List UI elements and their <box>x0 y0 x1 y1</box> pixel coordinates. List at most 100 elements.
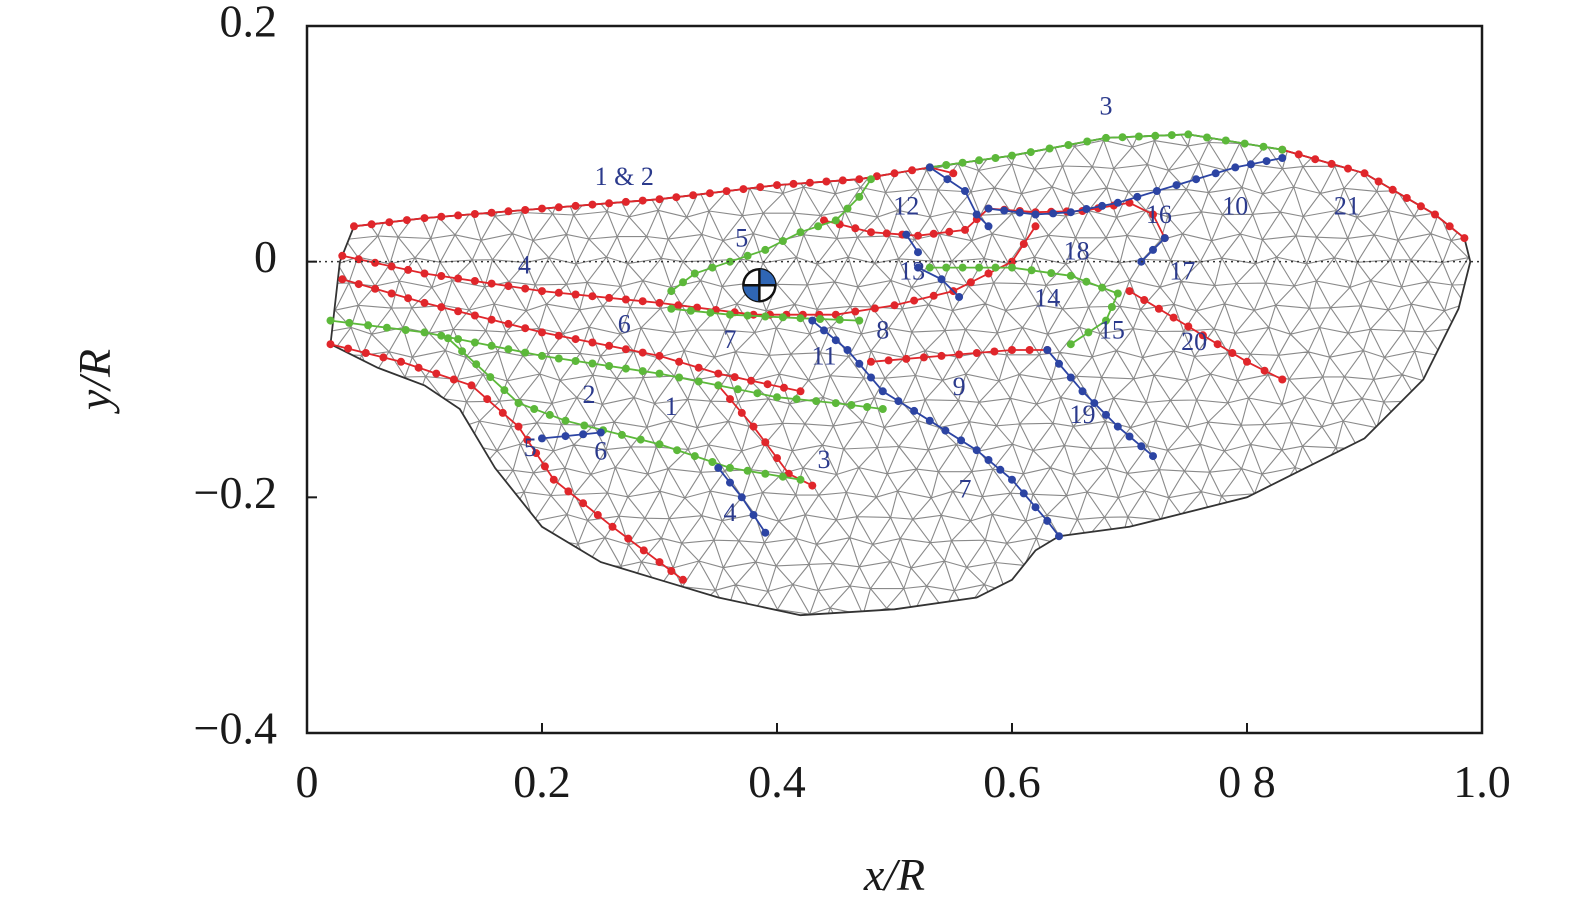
vein-label: 1 & 2 <box>595 162 654 191</box>
series-point <box>730 373 739 382</box>
series-19 <box>808 316 1063 541</box>
series-1 <box>1278 145 1469 243</box>
series-point <box>796 314 805 323</box>
series-17 <box>902 230 922 257</box>
series-3 <box>338 275 805 396</box>
series-point <box>796 387 805 396</box>
series-point <box>910 296 919 305</box>
series-point <box>1098 283 1107 292</box>
series-point <box>1160 234 1169 243</box>
vein-label: 21 <box>1334 192 1360 221</box>
series-point <box>675 373 684 382</box>
y-tick-label: −0.4 <box>194 703 277 754</box>
series-point <box>705 189 714 198</box>
series-point <box>958 158 967 167</box>
series-point <box>722 187 731 196</box>
series-point <box>487 315 496 324</box>
series-point <box>914 263 922 272</box>
series-point <box>686 306 695 315</box>
series-point <box>792 395 801 404</box>
series-8 <box>1125 287 1287 384</box>
series-point <box>908 166 917 175</box>
series-point <box>588 359 597 368</box>
series-point <box>773 393 781 402</box>
series-point <box>761 245 770 254</box>
series-point <box>1402 194 1411 202</box>
series-point <box>580 421 589 430</box>
series-point <box>942 263 951 272</box>
series-point <box>1008 475 1016 484</box>
series-point <box>655 351 664 360</box>
series-point <box>955 350 964 359</box>
series-14 <box>925 263 1122 349</box>
vein-label: 4 <box>724 498 737 527</box>
series-point <box>773 454 781 463</box>
series-point <box>504 345 513 354</box>
series-point <box>338 251 347 260</box>
series-point <box>504 319 513 328</box>
vein-label: 5 <box>524 433 537 462</box>
series-21 <box>714 463 770 537</box>
series-point <box>972 210 981 219</box>
series-point <box>679 575 687 584</box>
series-point <box>814 222 823 231</box>
series-point <box>1152 187 1161 195</box>
series-point <box>545 410 554 419</box>
series-point <box>937 275 946 284</box>
series-point <box>708 458 717 466</box>
series-13 <box>925 130 1287 172</box>
series-point <box>636 435 645 444</box>
series-point <box>571 335 580 344</box>
series-point <box>638 348 647 357</box>
series-point <box>1107 303 1116 311</box>
series-point <box>726 310 734 319</box>
series-15 <box>925 163 993 231</box>
series-point <box>487 341 496 350</box>
series-point <box>1098 201 1107 210</box>
vein-label: 3 <box>1100 91 1113 120</box>
series-point <box>778 472 787 481</box>
series-point <box>756 183 765 192</box>
series-point <box>872 172 881 181</box>
series-point <box>521 284 530 293</box>
x-tick-label: 0 <box>296 756 319 807</box>
series-point <box>397 357 405 366</box>
series-point <box>972 349 981 357</box>
series-point <box>1246 160 1255 169</box>
series-point <box>639 546 648 555</box>
series-point <box>1213 340 1222 349</box>
vein-label: 7 <box>959 474 972 503</box>
series-point <box>843 346 852 354</box>
series-point <box>1198 331 1207 340</box>
series-point <box>1360 169 1369 178</box>
series-point <box>996 465 1005 474</box>
series-point <box>867 175 875 184</box>
series-point <box>487 208 496 217</box>
series-point <box>1134 132 1143 141</box>
series-point <box>1228 349 1237 357</box>
series-point <box>984 456 993 464</box>
series-point <box>961 225 969 234</box>
series-point <box>420 269 429 278</box>
series-point <box>1025 346 1034 354</box>
series-point <box>1167 131 1176 140</box>
vein-label: 17 <box>1169 256 1195 285</box>
vein-label: 15 <box>1099 315 1125 344</box>
series-point <box>1221 136 1230 145</box>
series-point <box>655 195 664 204</box>
series-point <box>1240 139 1249 148</box>
series-point <box>401 326 410 334</box>
series-point <box>638 196 647 205</box>
series-point <box>1090 399 1099 408</box>
series-point <box>1203 133 1211 142</box>
series-point <box>808 481 817 490</box>
series-point <box>1278 375 1287 384</box>
series-point <box>894 397 903 406</box>
series-point <box>890 169 899 178</box>
series-point <box>1154 304 1163 313</box>
series-point <box>761 528 770 537</box>
series-point <box>361 349 370 357</box>
series-point <box>1184 322 1193 331</box>
vein-label: 2 <box>583 380 596 409</box>
